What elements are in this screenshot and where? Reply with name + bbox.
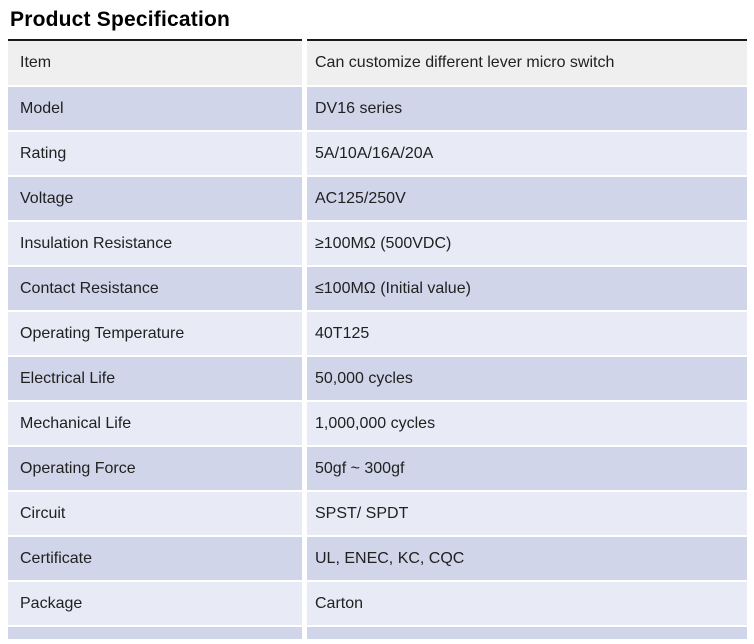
spec-label: Operating Temperature [8,312,302,355]
spec-row-item: Item Can customize different lever micro… [8,39,747,85]
spec-label: Certificate [8,537,302,580]
spec-value: DV16 series [307,87,747,130]
spec-row-mechanical-life: Mechanical Life 1,000,000 cycles [8,402,747,445]
spec-row-operating-temperature: Operating Temperature 40T125 [8,312,747,355]
spec-label: Voltage [8,177,302,220]
spec-row-package: Package Carton [8,582,747,625]
spec-value: SPST/ SPDT [307,492,747,535]
spec-value: 40T125 [307,312,747,355]
spec-label: Model [8,87,302,130]
spec-row-clipped [8,627,747,639]
spec-label: Contact Resistance [8,267,302,310]
spec-row-contact-resistance: Contact Resistance ≤100MΩ (Initial value… [8,267,747,310]
spec-label: Insulation Resistance [8,222,302,265]
spec-value: ≥100MΩ (500VDC) [307,222,747,265]
spec-value: 5A/10A/16A/20A [307,132,747,175]
spec-value: Carton [307,582,747,625]
spec-row-insulation-resistance: Insulation Resistance ≥100MΩ (500VDC) [8,222,747,265]
spec-label [8,627,302,639]
product-spec-table: Item Can customize different lever micro… [8,39,747,639]
spec-label: Circuit [8,492,302,535]
spec-value: 50gf ~ 300gf [307,447,747,490]
spec-label: Electrical Life [8,357,302,400]
spec-row-voltage: Voltage AC125/250V [8,177,747,220]
spec-row-certificate: Certificate UL, ENEC, KC, CQC [8,537,747,580]
spec-value: 1,000,000 cycles [307,402,747,445]
spec-label: Mechanical Life [8,402,302,445]
spec-value [307,627,747,639]
spec-label: Rating [8,132,302,175]
spec-row-rating: Rating 5A/10A/16A/20A [8,132,747,175]
spec-value: ≤100MΩ (Initial value) [307,267,747,310]
spec-label: Package [8,582,302,625]
spec-row-operating-force: Operating Force 50gf ~ 300gf [8,447,747,490]
spec-value: Can customize different lever micro swit… [307,39,747,85]
spec-row-electrical-life: Electrical Life 50,000 cycles [8,357,747,400]
spec-value: AC125/250V [307,177,747,220]
spec-row-model: Model DV16 series [8,87,747,130]
spec-label: Item [8,39,302,85]
page-title: Product Specification [10,8,231,31]
spec-label: Operating Force [8,447,302,490]
spec-value: UL, ENEC, KC, CQC [307,537,747,580]
spec-row-circuit: Circuit SPST/ SPDT [8,492,747,535]
spec-value: 50,000 cycles [307,357,747,400]
